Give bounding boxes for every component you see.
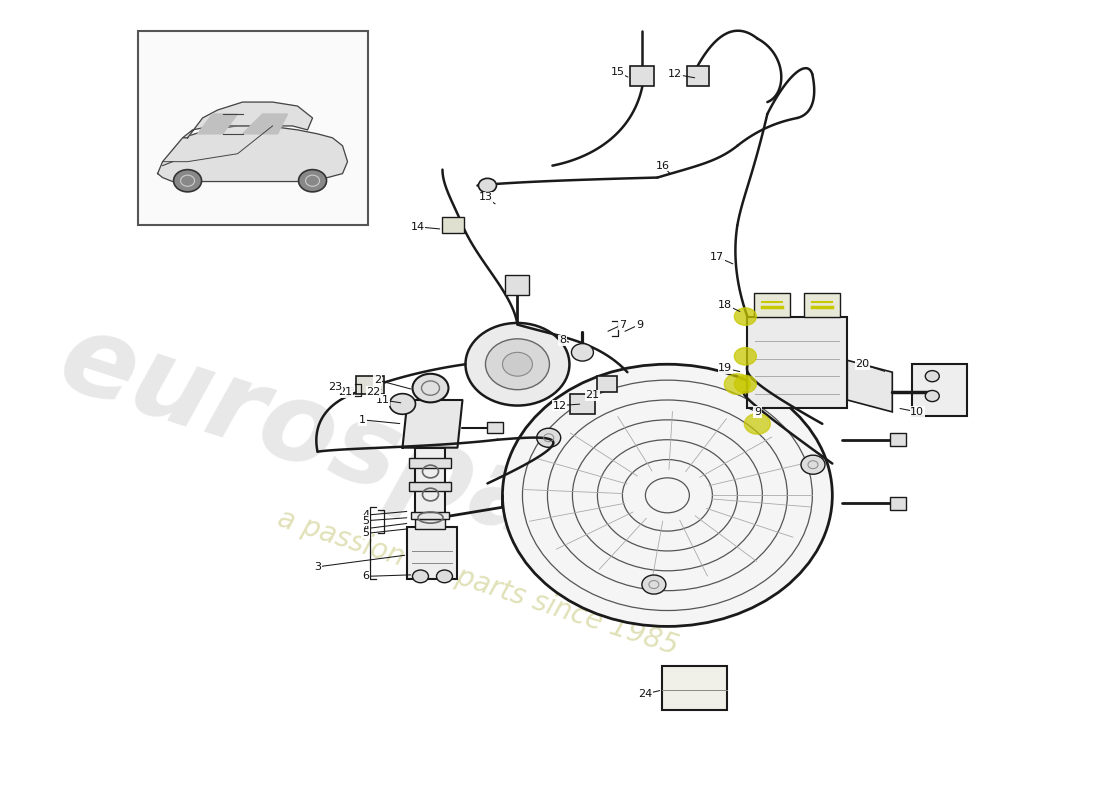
Text: 10: 10 [911, 407, 924, 417]
Bar [442, 218, 464, 233]
Text: 8: 8 [559, 335, 566, 346]
Bar [890, 434, 906, 446]
Bar [409, 458, 451, 467]
Text: 21: 21 [585, 390, 600, 400]
Text: 20: 20 [856, 359, 869, 370]
Circle shape [306, 175, 319, 186]
Text: 3: 3 [314, 562, 321, 572]
Text: 12: 12 [669, 70, 682, 79]
Bar [411, 512, 450, 519]
Bar [662, 666, 727, 710]
Polygon shape [403, 400, 462, 448]
Text: 12: 12 [552, 401, 567, 410]
Bar [571, 394, 595, 414]
Circle shape [485, 339, 549, 390]
Text: 1: 1 [359, 415, 366, 425]
Text: 15: 15 [610, 67, 625, 77]
Bar [416, 519, 446, 529]
Bar [912, 364, 967, 416]
Circle shape [537, 428, 561, 447]
Circle shape [725, 374, 750, 394]
Text: 7: 7 [619, 319, 626, 330]
Circle shape [745, 414, 770, 434]
Bar [355, 376, 384, 394]
Text: 21: 21 [339, 387, 353, 397]
Text: 9: 9 [754, 407, 761, 417]
Bar [804, 293, 840, 317]
Bar [630, 66, 654, 86]
Text: 24: 24 [638, 689, 652, 699]
Bar [416, 448, 446, 519]
Text: 9: 9 [636, 319, 644, 330]
Text: 13: 13 [478, 193, 493, 202]
Bar [409, 482, 451, 491]
Bar [747, 317, 847, 408]
Bar [487, 422, 504, 434]
Text: 19: 19 [718, 363, 733, 374]
Text: 4: 4 [362, 524, 370, 534]
Polygon shape [847, 360, 892, 412]
Circle shape [437, 570, 452, 582]
Circle shape [478, 178, 496, 193]
Circle shape [735, 375, 757, 393]
Bar [597, 376, 617, 392]
Text: 5: 5 [362, 516, 369, 526]
Circle shape [412, 570, 429, 582]
Text: 6: 6 [362, 571, 369, 582]
Polygon shape [243, 114, 287, 134]
Text: 23: 23 [329, 382, 342, 392]
Circle shape [412, 374, 449, 402]
Circle shape [735, 347, 757, 365]
Circle shape [503, 352, 532, 376]
Polygon shape [157, 126, 348, 182]
Text: eurospares: eurospares [47, 304, 748, 623]
Bar [890, 497, 906, 510]
Text: 4: 4 [362, 510, 370, 520]
Circle shape [571, 343, 593, 361]
Text: 18: 18 [718, 300, 733, 310]
Text: 5: 5 [362, 529, 369, 538]
Text: 22: 22 [366, 387, 381, 397]
Circle shape [389, 394, 416, 414]
Bar [407, 527, 458, 578]
Circle shape [298, 170, 327, 192]
Circle shape [180, 175, 195, 186]
Bar [138, 30, 367, 226]
Polygon shape [183, 102, 312, 138]
Bar [688, 66, 710, 86]
Text: 2: 2 [374, 375, 381, 385]
Circle shape [174, 170, 201, 192]
Bar [755, 293, 790, 317]
Text: a passion for parts since 1985: a passion for parts since 1985 [274, 505, 681, 661]
Polygon shape [198, 114, 238, 134]
Circle shape [642, 575, 666, 594]
Text: 11: 11 [375, 395, 389, 405]
Circle shape [465, 323, 570, 406]
Text: 17: 17 [711, 252, 725, 262]
Circle shape [925, 390, 939, 402]
Circle shape [925, 370, 939, 382]
Circle shape [503, 364, 833, 626]
Text: 16: 16 [656, 161, 670, 170]
Circle shape [735, 308, 757, 326]
Text: 14: 14 [410, 222, 425, 232]
Circle shape [801, 455, 825, 474]
Bar [506, 275, 529, 295]
